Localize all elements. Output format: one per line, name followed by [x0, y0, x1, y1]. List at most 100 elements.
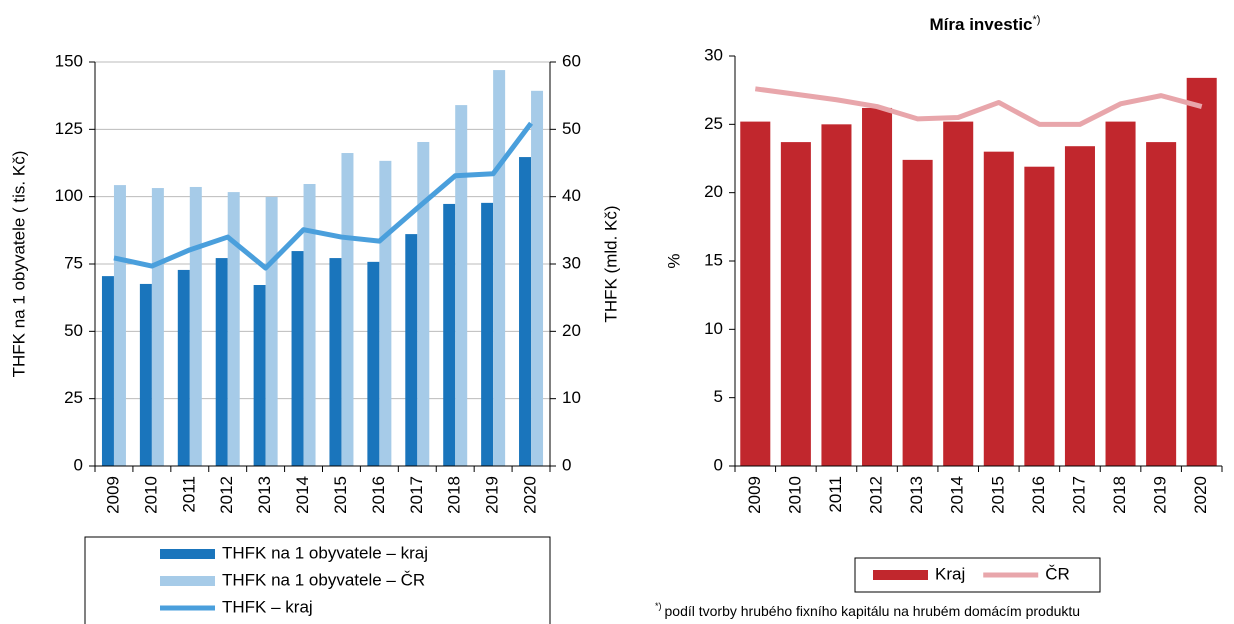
bar — [215, 258, 228, 466]
y2-axis-label: THFK (mld. Kč) — [601, 205, 620, 322]
x-tick-label: 2010 — [785, 476, 804, 514]
x-tick-label: 2018 — [1110, 476, 1129, 514]
y-tick-label: 5 — [714, 387, 723, 406]
bar — [113, 185, 126, 466]
y2-tick-label: 20 — [562, 321, 581, 340]
bar — [265, 196, 278, 466]
legend-label: THFK na 1 obyvatele – ČR — [222, 570, 425, 589]
y2-tick-label: 50 — [562, 119, 581, 138]
bar — [983, 151, 1014, 466]
x-tick-label: 2017 — [407, 476, 426, 514]
x-tick-label: 2012 — [867, 476, 886, 514]
footnote-text: podíl tvorby hrubého fixního kapitálu na… — [665, 603, 1081, 619]
line — [113, 121, 534, 271]
x-tick-label: 2013 — [255, 476, 274, 514]
x-tick-label: 2016 — [1029, 476, 1048, 514]
legend-box — [854, 557, 1101, 593]
legend-label: ČR — [1045, 564, 1070, 583]
y2-tick-label: 30 — [562, 253, 581, 272]
x-tick-label: 2011 — [179, 476, 198, 513]
y2-tick-label: 0 — [562, 455, 571, 474]
y-tick-label: 25 — [704, 114, 723, 133]
bar — [740, 121, 771, 466]
x-tick-label: 2009 — [103, 476, 122, 514]
bar — [329, 258, 342, 466]
x-tick-label: 2020 — [1191, 476, 1210, 514]
y-tick-label: 50 — [64, 321, 83, 340]
y-axis-label: % — [664, 253, 683, 268]
bar — [821, 124, 852, 466]
x-tick-label: 2012 — [217, 476, 236, 514]
x-tick-label: 2016 — [369, 476, 388, 514]
footnote: *) podíl tvorby hrubého fixního kapitálu … — [655, 601, 1080, 618]
bar — [943, 121, 974, 466]
y-tick-label: 150 — [55, 51, 83, 70]
x-tick-label: 2015 — [988, 476, 1007, 514]
y2-tick-label: 40 — [562, 186, 581, 205]
bar — [1064, 146, 1095, 466]
bar — [303, 184, 316, 466]
y-tick-label: 20 — [704, 182, 723, 201]
x-tick-label: 2014 — [293, 476, 312, 514]
bar — [405, 234, 418, 466]
bar — [177, 269, 190, 466]
bar — [253, 285, 266, 466]
y2-tick-label: 10 — [562, 388, 581, 407]
bar — [455, 105, 468, 467]
footnote-marker: *) — [655, 601, 662, 611]
title-text: Míra investic — [930, 15, 1033, 34]
y-axis-label: THFK na 1 obyvatele ( tis. Kč) — [9, 151, 28, 378]
y-tick-label: 25 — [64, 388, 83, 407]
bar — [1186, 77, 1217, 466]
legend-label: THFK na 1 obyvatele – kraj — [222, 543, 428, 562]
y-tick-label: 100 — [55, 186, 83, 205]
bar — [531, 90, 544, 466]
y2-tick-label: 60 — [562, 51, 581, 70]
x-tick-label: 2010 — [141, 476, 160, 514]
bar — [780, 142, 811, 466]
bar — [417, 141, 430, 466]
bar — [367, 261, 380, 466]
bar — [862, 107, 893, 466]
bar — [151, 188, 164, 466]
y-tick-label: 30 — [704, 45, 723, 64]
bar — [519, 157, 532, 467]
bar — [902, 159, 933, 466]
legend-label: THFK – kraj — [222, 597, 313, 616]
bar — [1146, 142, 1177, 466]
bar — [227, 192, 240, 466]
line — [754, 86, 1203, 127]
chart-title: Míra investic*) — [930, 14, 1041, 35]
bar — [379, 160, 392, 466]
y-tick-label: 125 — [55, 119, 83, 138]
x-tick-label: 2014 — [948, 476, 967, 514]
legend-label: Kraj — [935, 564, 965, 583]
y-tick-label: 10 — [704, 319, 723, 338]
y-tick-label: 0 — [74, 455, 83, 474]
bar — [341, 153, 354, 466]
legend-swatch — [873, 570, 928, 580]
x-tick-label: 2013 — [907, 476, 926, 514]
x-tick-label: 2017 — [1069, 476, 1088, 514]
x-tick-label: 2019 — [483, 476, 502, 514]
bar — [1024, 166, 1055, 466]
x-tick-label: 2018 — [445, 476, 464, 514]
title-superscript: *) — [1033, 14, 1041, 26]
bar — [291, 251, 304, 466]
bar — [139, 283, 152, 466]
x-tick-label: 2020 — [521, 476, 540, 514]
x-tick-label: 2015 — [331, 476, 350, 514]
bar — [481, 202, 494, 466]
x-tick-label: 2019 — [1151, 476, 1170, 514]
bar — [493, 70, 506, 466]
legend-swatch — [160, 576, 215, 586]
y-tick-label: 15 — [704, 250, 723, 269]
legend-swatch — [160, 549, 215, 559]
x-tick-label: 2009 — [745, 476, 764, 514]
y-tick-label: 75 — [64, 253, 83, 272]
bar — [443, 203, 456, 466]
bar — [1105, 121, 1136, 466]
legend-box — [84, 536, 551, 624]
